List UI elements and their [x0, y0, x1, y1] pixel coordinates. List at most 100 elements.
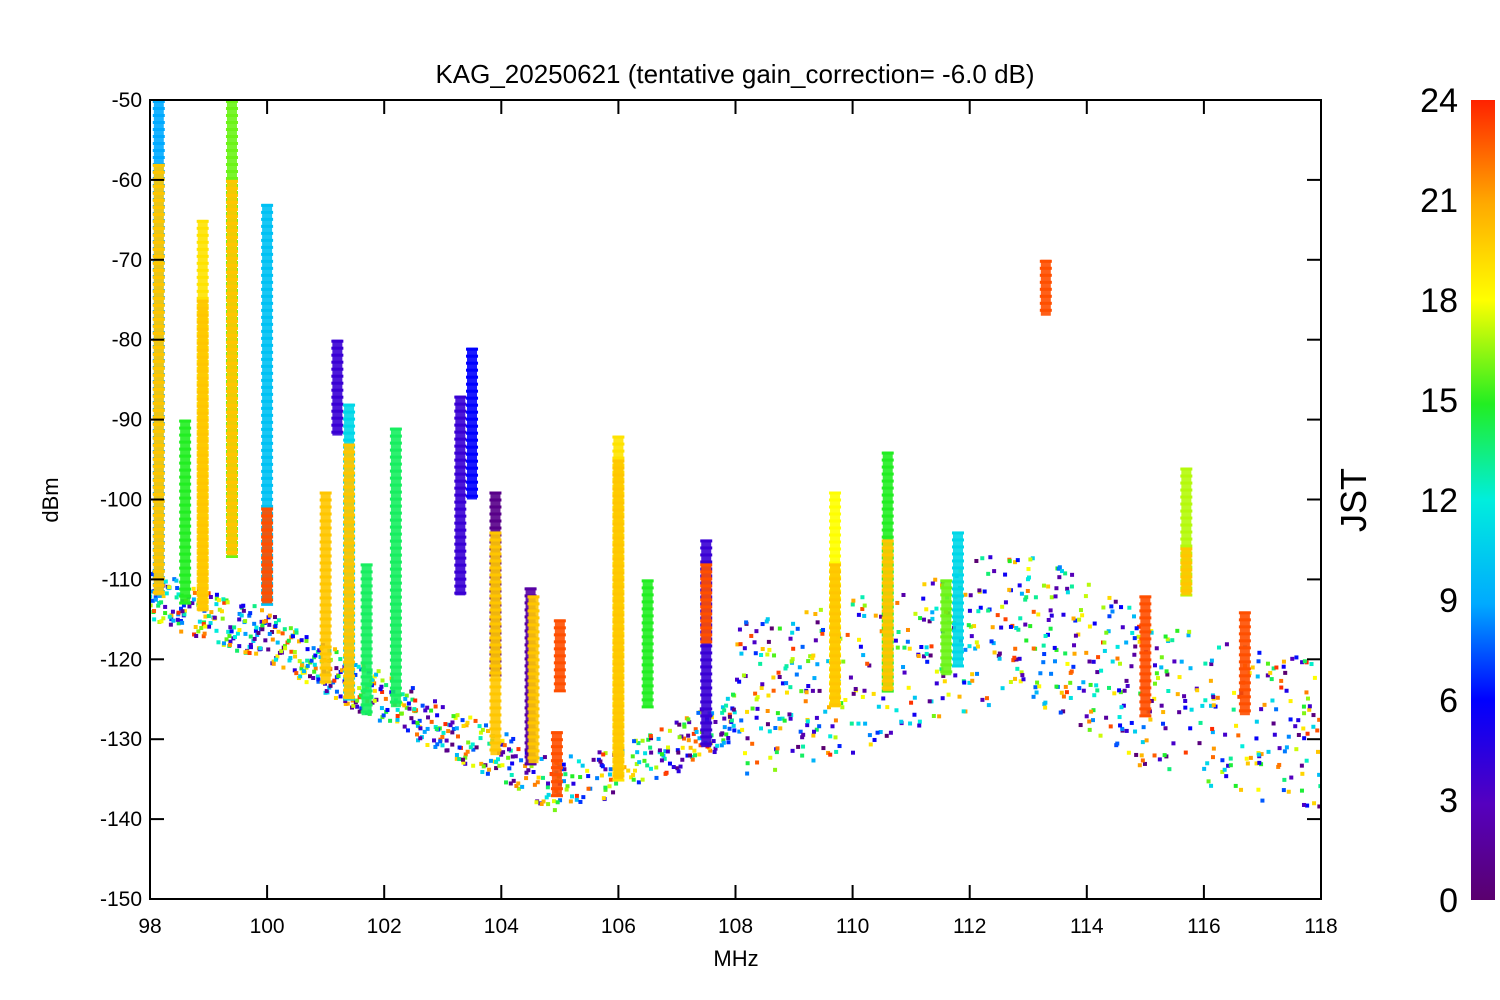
- peak-marker: [466, 396, 479, 400]
- noise-point: [804, 610, 809, 615]
- peak-marker: [152, 436, 165, 440]
- peak-marker: [612, 690, 625, 694]
- noise-point: [744, 620, 749, 625]
- peak-marker: [152, 107, 165, 110]
- noise-point: [991, 641, 996, 646]
- noise-point: [737, 729, 742, 734]
- noise-point: [992, 650, 997, 655]
- noise-point: [252, 604, 257, 609]
- noise-point: [636, 741, 641, 746]
- noise-point: [677, 735, 682, 740]
- peak-marker: [1238, 660, 1251, 664]
- peak-marker: [829, 654, 842, 658]
- noise-point: [509, 739, 514, 744]
- peak-marker: [319, 512, 332, 516]
- peak-marker: [454, 479, 467, 483]
- peak-marker: [389, 434, 402, 438]
- noise-point: [732, 710, 737, 715]
- noise-point: [1210, 730, 1215, 735]
- noise-point: [1208, 678, 1213, 683]
- noise-point: [423, 708, 428, 713]
- peak-marker: [196, 425, 209, 429]
- peak-marker: [881, 616, 894, 620]
- peak-marker: [612, 564, 625, 568]
- noise-point: [974, 558, 979, 563]
- peak-marker: [261, 490, 274, 494]
- peak-marker: [196, 306, 209, 310]
- peak-marker: [360, 675, 373, 679]
- peak-marker: [641, 670, 654, 674]
- noise-point: [1130, 630, 1135, 635]
- peak-marker: [612, 669, 625, 673]
- noise-point: [1205, 761, 1210, 766]
- noise-point: [742, 646, 747, 651]
- peak-marker: [454, 451, 467, 455]
- peak-marker: [1180, 530, 1193, 534]
- peak-marker: [225, 410, 238, 414]
- noise-point: [163, 579, 168, 584]
- noise-point: [976, 609, 981, 614]
- noise-point: [755, 760, 760, 765]
- peak-marker: [454, 514, 467, 518]
- noise-point: [1315, 749, 1320, 754]
- signal-peaks: [152, 100, 1251, 798]
- noise-point: [972, 624, 977, 629]
- noise-point: [961, 709, 966, 714]
- peak-marker: [1139, 665, 1152, 669]
- peak-marker: [466, 354, 479, 358]
- peak-marker: [612, 515, 625, 519]
- peak-marker: [1039, 280, 1052, 284]
- noise-point: [934, 681, 939, 686]
- noise-point: [643, 751, 648, 756]
- peak-marker: [612, 459, 625, 463]
- noise-point: [693, 739, 698, 744]
- noise-point: [712, 750, 717, 755]
- noise-point: [821, 627, 826, 632]
- noise-point: [201, 622, 206, 627]
- noise-point: [849, 721, 854, 726]
- noise-point: [206, 614, 211, 619]
- peak-marker: [179, 566, 192, 570]
- peak-marker: [389, 623, 402, 627]
- peak-marker: [343, 604, 356, 608]
- peak-marker: [343, 464, 356, 468]
- noise-point: [1080, 613, 1085, 618]
- noise-point: [739, 718, 744, 723]
- noise-point: [654, 775, 659, 780]
- noise-point: [1301, 802, 1306, 807]
- noise-point: [688, 745, 693, 750]
- peak-marker: [196, 275, 209, 279]
- peak-marker: [524, 587, 537, 591]
- peak-marker: [179, 496, 192, 500]
- noise-point: [801, 744, 806, 749]
- noise-point: [1064, 690, 1069, 695]
- peak-marker: [196, 481, 209, 485]
- noise-point: [862, 613, 867, 618]
- noise-point: [1152, 663, 1157, 668]
- noise-point: [176, 592, 181, 597]
- peak-marker: [612, 501, 625, 505]
- peak-marker: [261, 469, 274, 473]
- peak-marker: [261, 280, 274, 284]
- noise-point: [1200, 703, 1205, 708]
- noise-point: [507, 747, 512, 752]
- peak-marker: [343, 576, 356, 580]
- noise-point: [161, 616, 166, 621]
- noise-point: [1020, 673, 1025, 678]
- noise-point: [767, 729, 772, 734]
- peak-marker: [319, 540, 332, 544]
- noise-point: [504, 780, 509, 785]
- noise-point: [422, 729, 427, 734]
- noise-point: [1257, 760, 1262, 765]
- peak-marker: [466, 452, 479, 456]
- peak-marker: [700, 735, 713, 739]
- noise-point: [901, 592, 906, 597]
- peak-marker: [152, 310, 165, 314]
- peak-marker: [152, 590, 165, 594]
- noise-point: [299, 663, 304, 668]
- peak-marker: [1238, 639, 1251, 643]
- peak-marker: [319, 498, 332, 502]
- peak-marker: [225, 487, 238, 491]
- peak-marker: [196, 282, 209, 286]
- peak-marker: [331, 430, 344, 434]
